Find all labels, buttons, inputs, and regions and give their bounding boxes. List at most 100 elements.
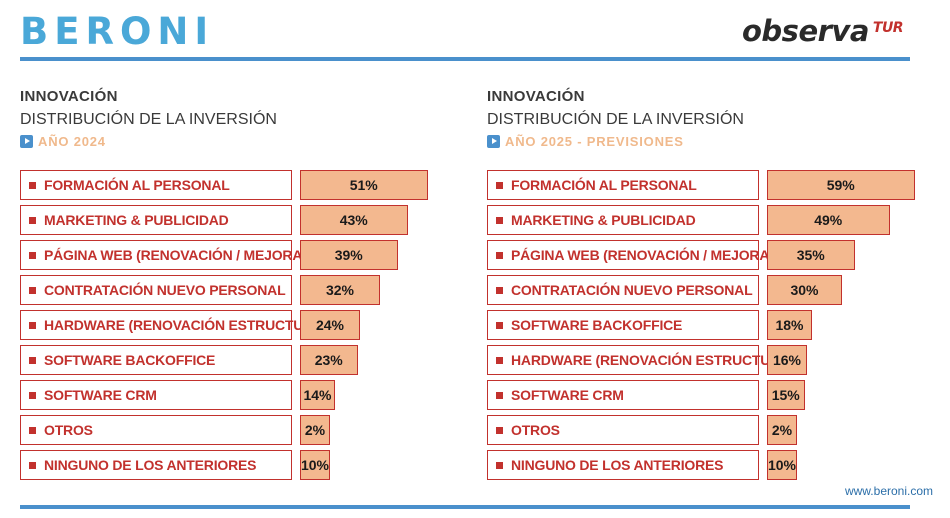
category-label-box: SOFTWARE BACKOFFICE [20, 345, 292, 375]
bullet-square-icon [496, 356, 503, 364]
category-label-box: SOFTWARE BACKOFFICE [487, 310, 759, 340]
category-label-box: PÁGINA WEB (RENOVACIÓN / MEJORAS) [487, 240, 783, 270]
bar-row: FORMACIÓN AL PERSONAL 51% [20, 170, 440, 200]
bar-row: HARDWARE (RENOVACIÓN ESTRUCTURA) 16% [487, 345, 907, 375]
category-label-box: SOFTWARE CRM [20, 380, 292, 410]
category-label: HARDWARE (RENOVACIÓN ESTRUCTURA) [511, 352, 795, 368]
category-label: OTROS [511, 422, 560, 438]
bar-row: NINGUNO DE LOS ANTERIORES 10% [20, 450, 440, 480]
category-label-box: OTROS [20, 415, 292, 445]
bar-row: SOFTWARE BACKOFFICE 23% [20, 345, 440, 375]
observatur-logo-main: observa [742, 14, 869, 48]
bar-value-label: 43% [339, 212, 368, 228]
bullet-square-icon [29, 216, 36, 224]
bullet-square-icon [29, 461, 36, 469]
bar: 51% [300, 170, 428, 200]
panel-subtitle: DISTRIBUCIÓN DE LA INVERSIÓN [20, 111, 277, 128]
bar-value-label: 49% [814, 212, 843, 228]
category-label: CONTRATACIÓN NUEVO PERSONAL [44, 282, 286, 298]
panel-subtitle: DISTRIBUCIÓN DE LA INVERSIÓN [487, 111, 744, 128]
footer-url-link[interactable]: www.beroni.com [844, 484, 933, 498]
bar: 49% [767, 205, 890, 235]
bullet-square-icon [29, 391, 36, 399]
top-divider [20, 57, 910, 61]
category-label: NINGUNO DE LOS ANTERIORES [44, 457, 257, 473]
panel-period-text: AÑO 2024 [38, 134, 106, 149]
category-label-box: HARDWARE (RENOVACIÓN ESTRUCTURA) [20, 310, 328, 340]
bar-row: SOFTWARE CRM 14% [20, 380, 440, 410]
bar: 59% [767, 170, 915, 200]
bullet-square-icon [29, 321, 36, 329]
bar-value-label: 2% [304, 422, 326, 438]
category-label: PÁGINA WEB (RENOVACIÓN / MEJORAS) [44, 247, 316, 263]
category-label-box: CONTRATACIÓN NUEVO PERSONAL [20, 275, 292, 305]
bar-row: MARKETING & PUBLICIDAD 43% [20, 205, 440, 235]
chart-panel-2024: INNOVACIÓN DISTRIBUCIÓN DE LA INVERSIÓN … [20, 88, 428, 480]
panel-title: INNOVACIÓN [20, 88, 118, 105]
panel-period: AÑO 2024 [20, 134, 277, 149]
bullet-square-icon [496, 286, 503, 294]
category-label-box: NINGUNO DE LOS ANTERIORES [487, 450, 759, 480]
panel-period-text: AÑO 2025 - PREVISIONES [505, 134, 684, 149]
bullet-square-icon [29, 286, 36, 294]
bullet-square-icon [29, 356, 36, 364]
play-icon [487, 135, 500, 148]
bar-row: HARDWARE (RENOVACIÓN ESTRUCTURA) 24% [20, 310, 440, 340]
category-label-box: FORMACIÓN AL PERSONAL [487, 170, 759, 200]
bar: 10% [300, 450, 330, 480]
category-label: HARDWARE (RENOVACIÓN ESTRUCTURA) [44, 317, 328, 333]
bar-value-label: 10% [300, 457, 330, 473]
bar-row: OTROS 2% [487, 415, 907, 445]
category-label-box: CONTRATACIÓN NUEVO PERSONAL [487, 275, 759, 305]
bar-row: SOFTWARE CRM 15% [487, 380, 907, 410]
category-label-box: MARKETING & PUBLICIDAD [20, 205, 292, 235]
bar-row: CONTRATACIÓN NUEVO PERSONAL 30% [487, 275, 907, 305]
bar: 2% [300, 415, 330, 445]
category-label: NINGUNO DE LOS ANTERIORES [511, 457, 724, 473]
bar-row: PÁGINA WEB (RENOVACIÓN / MEJORAS) 39% [20, 240, 440, 270]
category-label: SOFTWARE CRM [511, 387, 624, 403]
category-label: PÁGINA WEB (RENOVACIÓN / MEJORAS) [511, 247, 783, 263]
bar-row: MARKETING & PUBLICIDAD 49% [487, 205, 907, 235]
bar: 2% [767, 415, 797, 445]
bar-value-label: 16% [772, 352, 802, 368]
category-label-box: NINGUNO DE LOS ANTERIORES [20, 450, 292, 480]
panel-period: AÑO 2025 - PREVISIONES [487, 134, 744, 149]
observatur-logo-sup: TUR [872, 20, 904, 36]
panel-title: INNOVACIÓN [487, 88, 585, 105]
category-label-box: PÁGINA WEB (RENOVACIÓN / MEJORAS) [20, 240, 316, 270]
observatur-logo: observa TUR [742, 14, 904, 48]
category-label: MARKETING & PUBLICIDAD [44, 212, 229, 228]
bullet-square-icon [29, 181, 36, 189]
bar-value-label: 15% [771, 387, 800, 403]
bar: 23% [300, 345, 358, 375]
category-label-box: HARDWARE (RENOVACIÓN ESTRUCTURA) [487, 345, 795, 375]
bar-row: NINGUNO DE LOS ANTERIORES 10% [487, 450, 907, 480]
bar-value-label: 24% [315, 317, 345, 333]
bar-value-label: 18% [775, 317, 804, 333]
bar-row: SOFTWARE BACKOFFICE 18% [487, 310, 907, 340]
bar-value-label: 10% [767, 457, 797, 473]
bar-value-label: 35% [796, 247, 825, 263]
bar-value-label: 51% [349, 177, 378, 193]
category-label: FORMACIÓN AL PERSONAL [511, 177, 697, 193]
chart-panel-2025: INNOVACIÓN DISTRIBUCIÓN DE LA INVERSIÓN … [487, 88, 915, 480]
bar-value-label: 30% [790, 282, 819, 298]
category-label: MARKETING & PUBLICIDAD [511, 212, 696, 228]
bar: 32% [300, 275, 380, 305]
bullet-square-icon [496, 391, 503, 399]
category-label-box: MARKETING & PUBLICIDAD [487, 205, 759, 235]
bullet-square-icon [496, 461, 503, 469]
beroni-logo: BERONI [20, 10, 215, 53]
bar: 35% [767, 240, 855, 270]
bar-value-label: 32% [325, 282, 355, 298]
bullet-square-icon [496, 321, 503, 329]
bottom-divider [20, 505, 910, 509]
category-label: SOFTWARE CRM [44, 387, 157, 403]
bullet-square-icon [496, 181, 503, 189]
bullet-square-icon [29, 426, 36, 434]
category-label-box: FORMACIÓN AL PERSONAL [20, 170, 292, 200]
category-label-box: OTROS [487, 415, 759, 445]
bar-row: OTROS 2% [20, 415, 440, 445]
bar-value-label: 59% [826, 177, 855, 193]
